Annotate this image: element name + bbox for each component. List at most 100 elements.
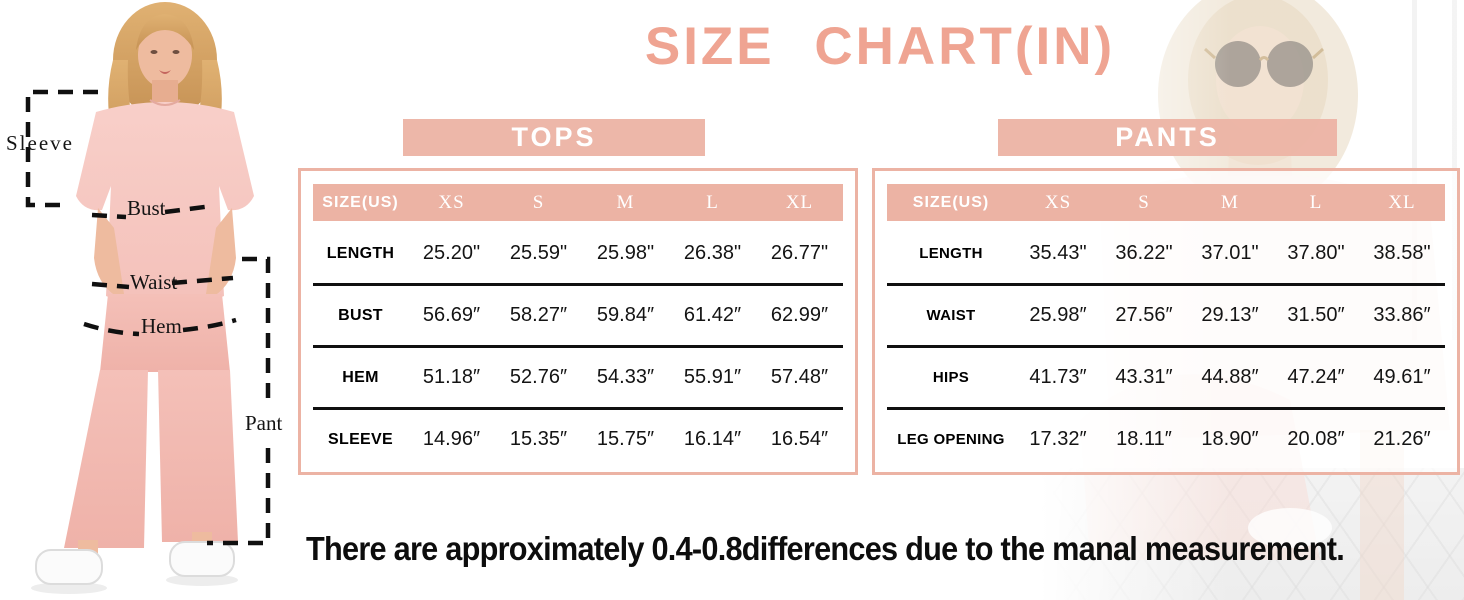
row-label: HEM (342, 368, 379, 386)
value-cell: 26.77" (770, 242, 829, 264)
value-cell: 37.01" (1201, 242, 1259, 264)
pants-table-body: LENGTH 35.43" 36.22" 37.01" 37.80" 38.58… (887, 224, 1445, 469)
size-column-header: L (706, 191, 719, 213)
value-cell: 51.18″ (422, 366, 481, 388)
model-forearm-left (94, 208, 124, 296)
value-cell: 25.98″ (1029, 304, 1087, 326)
tops-section-header: TOPS (403, 119, 705, 156)
tops-table-header-row: SIZE(US) XS S M L XL (313, 184, 843, 221)
model-pant-leg-right (158, 370, 238, 542)
table-row: SLEEVE 14.96″ 15.35″ 15.75″ 16.14″ 16.54… (313, 407, 843, 469)
value-cell: 18.90″ (1201, 428, 1259, 450)
pant-measure-line (242, 256, 271, 406)
value-cell: 21.26″ (1373, 428, 1431, 450)
value-cell: 62.99″ (770, 304, 829, 326)
size-column-header: L (1309, 191, 1323, 213)
hem-label: Hem (141, 314, 182, 338)
value-cell: 29.13″ (1201, 304, 1259, 326)
value-cell: 27.56″ (1115, 304, 1173, 326)
pant-measure-line (207, 448, 271, 546)
value-cell: 25.98" (596, 242, 655, 264)
value-cell: 55.91″ (683, 366, 742, 388)
value-cell: 15.75″ (596, 428, 655, 450)
waist-measure-line (91, 281, 130, 290)
bust-label: Bust (127, 196, 166, 220)
measurement-dashed-lines (25, 89, 271, 546)
value-cell: 16.14″ (683, 428, 742, 450)
table-row: HIPS 41.73″ 43.31″ 44.88″ 47.24″ 49.61″ (887, 345, 1445, 407)
size-column-header: XL (1388, 191, 1416, 213)
value-cell: 52.76″ (509, 366, 568, 388)
value-cell: 57.48″ (770, 366, 829, 388)
neckline (149, 99, 181, 106)
row-label: BUST (338, 306, 383, 324)
sleeve-label: Sleeve (6, 131, 74, 155)
size-column-header: XL (785, 191, 814, 213)
value-cell: 26.38" (683, 242, 742, 264)
value-cell: 33.86″ (1373, 304, 1431, 326)
value-cell: 49.61″ (1373, 366, 1431, 388)
model-forearm-right (206, 208, 236, 296)
model-top-garment (76, 102, 254, 309)
value-cell: 41.73″ (1029, 366, 1087, 388)
pants-section-header: PANTS (998, 119, 1337, 156)
model-neck (152, 80, 178, 104)
value-cell: 38.58" (1373, 242, 1431, 264)
value-cell: 18.11″ (1116, 428, 1172, 450)
hem-measure-line (182, 317, 237, 333)
value-cell: 15.35″ (509, 428, 568, 450)
size-column-header: S (1138, 191, 1150, 213)
value-cell: 36.22" (1115, 242, 1173, 264)
value-cell: 47.24″ (1287, 366, 1345, 388)
shoe-shadow (31, 582, 107, 594)
value-cell: 43.31″ (1115, 366, 1173, 388)
pant-label: Pant (243, 411, 285, 436)
pants-size-table: SIZE(US) XS S M L XL LENGTH 35.43" 36.22… (872, 168, 1460, 475)
measurement-diagram: Sleeve Bust Waist Hem Pant (0, 0, 300, 600)
row-label: LENGTH (919, 245, 983, 262)
table-row: BUST 56.69″ 58.27″ 59.84″ 61.42″ 62.99″ (313, 283, 843, 345)
value-cell: 44.88″ (1201, 366, 1259, 388)
tops-table-body: LENGTH 25.20" 25.59" 25.98" 26.38" 26.77… (313, 224, 843, 469)
sleeve-measure-line (25, 89, 98, 208)
value-cell: 59.84″ (596, 304, 655, 326)
value-cell: 31.50″ (1287, 304, 1345, 326)
size-column-header: M (616, 191, 635, 213)
table-row: LENGTH 25.20" 25.59" 25.98" 26.38" 26.77… (313, 224, 843, 283)
value-cell: 20.08″ (1287, 428, 1345, 450)
white-sneaker-left (35, 549, 103, 585)
value-cell: 54.33″ (596, 366, 655, 388)
value-cell: 16.54″ (770, 428, 829, 450)
size-column-header: XS (1044, 191, 1072, 213)
model-eye (172, 50, 180, 54)
value-cell: 35.43" (1029, 242, 1087, 264)
waist-label: Waist (130, 270, 178, 294)
shoe-shadow (166, 574, 238, 586)
value-cell: 25.20" (422, 242, 481, 264)
model-fringe (136, 14, 194, 50)
white-sneaker-right (169, 541, 235, 577)
row-label: LENGTH (326, 244, 395, 262)
bust-measure-line (91, 212, 127, 220)
value-cell: 25.59" (509, 242, 568, 264)
value-cell: 58.27″ (509, 304, 568, 326)
size-column-header: XS (438, 191, 465, 213)
waist-measure-line (171, 275, 234, 286)
size-us-header: SIZE(US) (322, 193, 399, 211)
hem-measure-line (83, 321, 140, 337)
measurement-note: There are approximately 0.4-0.8differenc… (306, 530, 1345, 567)
model-lips (159, 70, 171, 74)
value-cell: 56.69″ (422, 304, 481, 326)
value-cell: 14.96″ (422, 428, 481, 450)
size-column-header: M (1221, 191, 1239, 213)
row-label: SLEEVE (328, 430, 393, 448)
value-cell: 37.80" (1287, 242, 1345, 264)
table-row: WAIST 25.98″ 27.56″ 29.13″ 31.50″ 33.86″ (887, 283, 1445, 345)
tops-size-table: SIZE(US) XS S M L XL LENGTH 25.20" 25.59… (298, 168, 858, 475)
model-illustration (25, 2, 271, 594)
row-label: HIPS (932, 369, 970, 386)
model-pants-hip (100, 294, 230, 372)
model-pant-leg-left (64, 370, 148, 548)
table-row: LENGTH 35.43" 36.22" 37.01" 37.80" 38.58… (887, 224, 1445, 283)
row-label: WAIST (926, 307, 976, 324)
